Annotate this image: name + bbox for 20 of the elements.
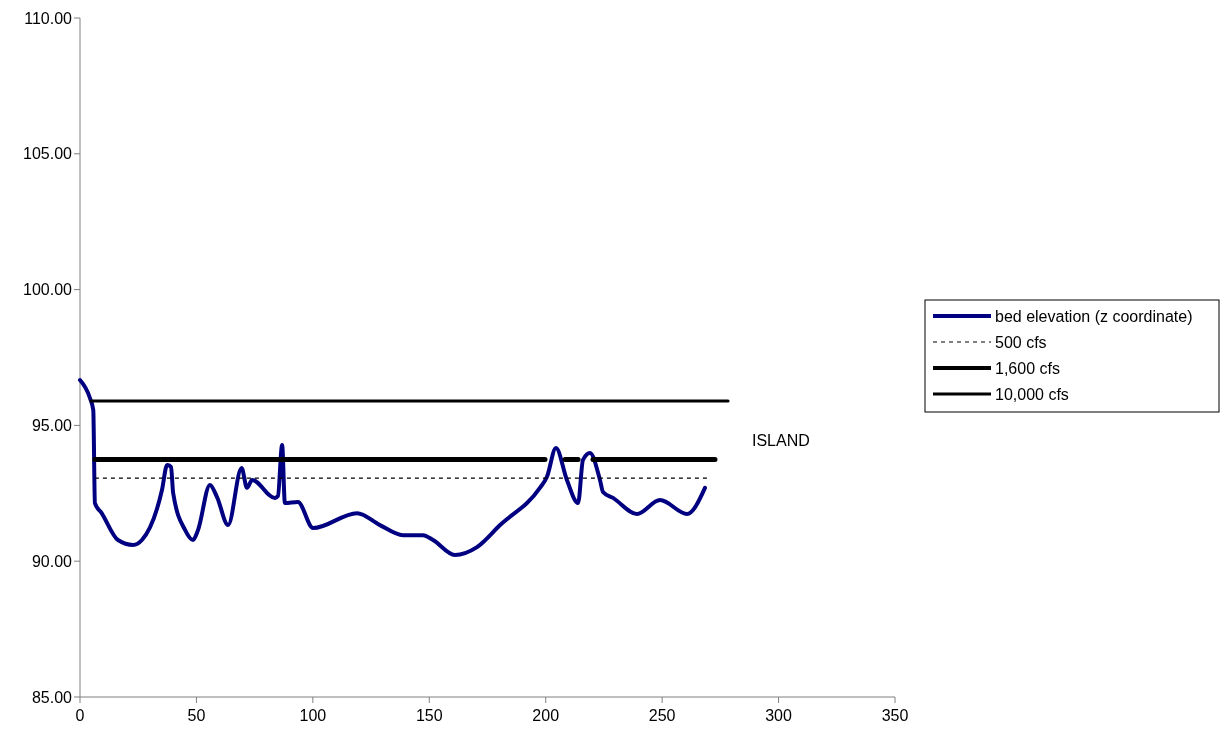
y-tick-label: 105.00 — [23, 145, 73, 163]
x-tick-label: 300 — [765, 707, 793, 724]
y-tick-label: 95.00 — [31, 417, 73, 434]
line-series — [78, 378, 707, 557]
x-tick-label: 100 — [299, 707, 327, 724]
x-tick-label: 250 — [648, 707, 676, 724]
legend-label: 10,000 cfs — [995, 385, 1069, 403]
annotation: ISLAND — [752, 432, 810, 449]
legend-label: 500 cfs — [995, 333, 1047, 351]
y-tick-label: 100.00 — [23, 281, 73, 299]
x-tick-label: 0 — [75, 707, 85, 724]
x-tick-label: 350 — [881, 707, 909, 724]
y-tick-label: 110.00 — [24, 9, 73, 27]
x-tick-label: 200 — [532, 707, 560, 724]
y-tick-label: 85.00 — [31, 688, 73, 706]
legend-label: 1,600 cfs — [995, 359, 1060, 377]
y-tick-label: 90.00 — [31, 552, 73, 570]
legend-label: bed elevation (z coordinate) — [995, 307, 1193, 325]
x-tick-label: 50 — [187, 707, 206, 724]
x-tick-label: 150 — [415, 707, 443, 724]
